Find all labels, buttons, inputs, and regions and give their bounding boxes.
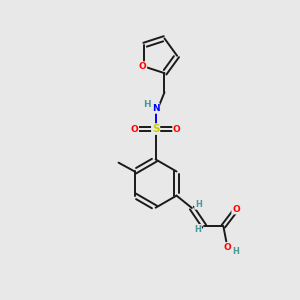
Text: H: H <box>144 100 151 109</box>
Text: H: H <box>195 200 202 209</box>
Text: H: H <box>232 248 239 256</box>
Text: H: H <box>194 225 201 234</box>
Text: N: N <box>152 104 160 113</box>
Text: O: O <box>130 124 138 134</box>
Text: O: O <box>224 243 232 252</box>
Text: S: S <box>152 124 159 134</box>
Text: O: O <box>232 205 240 214</box>
Text: O: O <box>139 62 146 71</box>
Text: O: O <box>173 124 181 134</box>
